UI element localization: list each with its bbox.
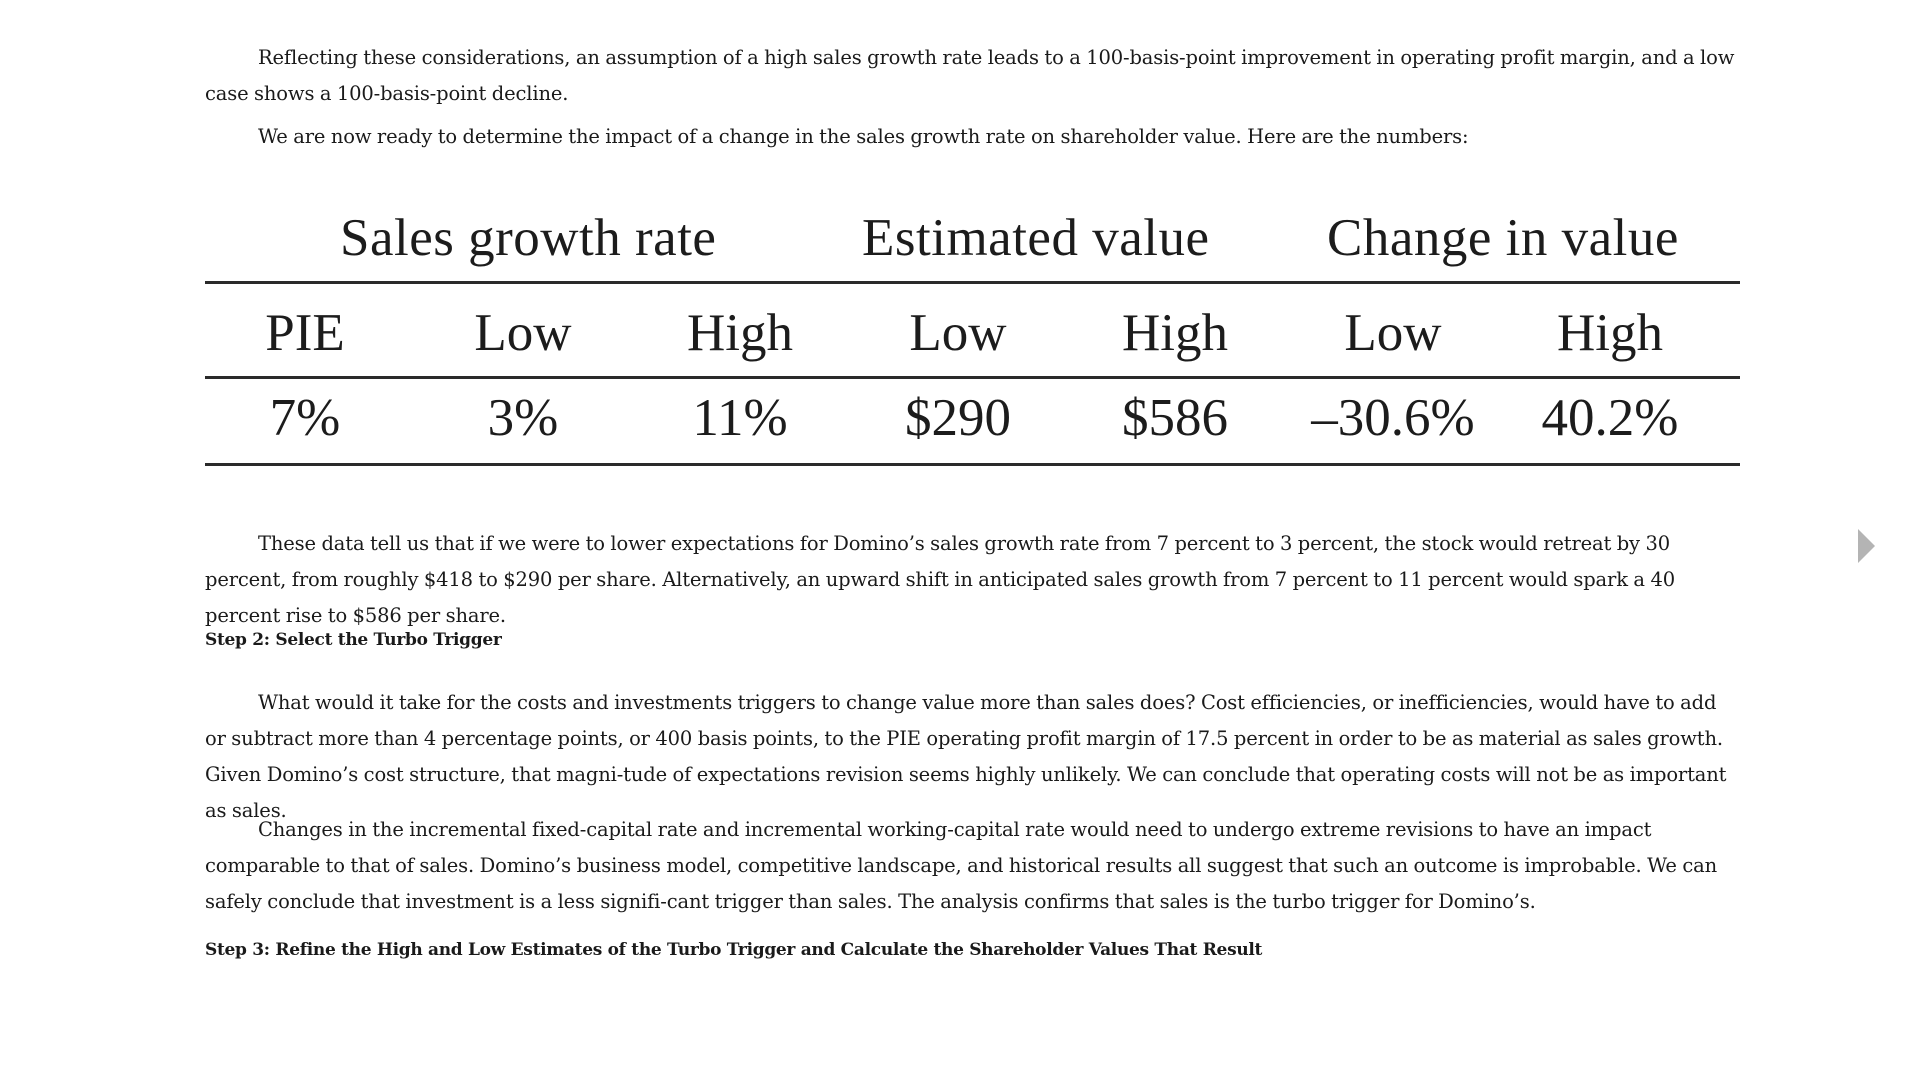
column-header-growth-low: Low bbox=[474, 304, 572, 362]
table-bottom-rule bbox=[205, 463, 1740, 466]
section-heading-step-2: Step 2: Select the Turbo Trigger bbox=[205, 630, 502, 650]
cell-value-high: $586 bbox=[1122, 389, 1228, 447]
paragraph-intro-numbers: We are now ready to determine the impact… bbox=[258, 125, 1469, 148]
cell-value-low: $290 bbox=[905, 389, 1011, 447]
cell-pie-growth: 7% bbox=[269, 389, 341, 447]
section-heading-step-3: Step 3: Refine the High and Low Estimate… bbox=[205, 940, 1263, 960]
paragraph-costs-trigger: What would it take for the costs and inv… bbox=[205, 691, 1727, 822]
group-header-estimated-value: Estimated value bbox=[862, 209, 1210, 267]
column-header-change-low: Low bbox=[1344, 304, 1442, 362]
cell-change-high: 40.2% bbox=[1541, 389, 1679, 447]
paragraph-data-interpretation: These data tell us that if we were to lo… bbox=[205, 532, 1675, 627]
cell-growth-low: 3% bbox=[487, 389, 559, 447]
next-page-arrow-icon[interactable] bbox=[1858, 529, 1875, 563]
table-top-rule bbox=[205, 281, 1740, 284]
table-middle-rule bbox=[205, 376, 1740, 379]
paragraph-investment-trigger: Changes in the incremental fixed-capital… bbox=[205, 818, 1717, 913]
group-header-change-in-value: Change in value bbox=[1327, 209, 1679, 267]
cell-growth-high: 11% bbox=[692, 389, 788, 447]
column-header-value-low: Low bbox=[909, 304, 1007, 362]
paragraph-margin-assumption: Reflecting these considerations, an assu… bbox=[205, 46, 1735, 105]
column-header-change-high: High bbox=[1557, 304, 1663, 362]
column-header-growth-high: High bbox=[687, 304, 793, 362]
sales-growth-value-table: Sales growth rate Estimated value Change… bbox=[205, 190, 1740, 480]
group-header-sales-growth: Sales growth rate bbox=[340, 209, 717, 267]
column-header-pie: PIE bbox=[265, 304, 345, 362]
cell-change-low: –30.6% bbox=[1311, 389, 1475, 447]
column-header-value-high: High bbox=[1122, 304, 1228, 362]
